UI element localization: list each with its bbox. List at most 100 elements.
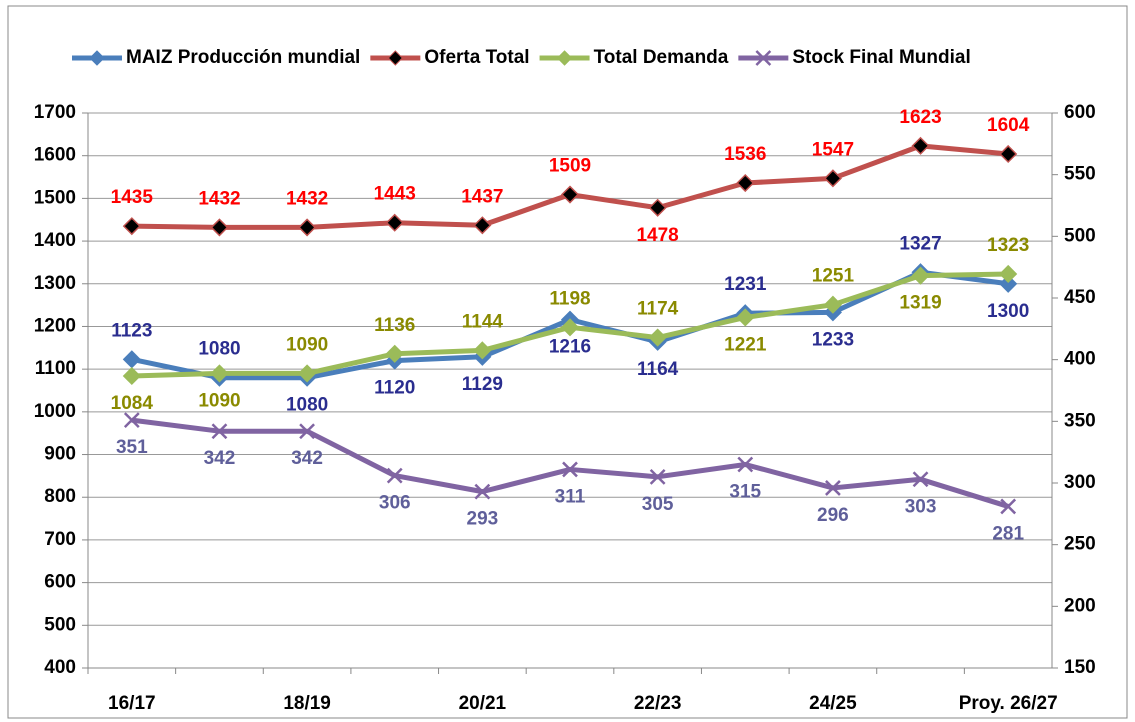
data-label: 1435 <box>111 187 154 208</box>
marker <box>825 480 841 496</box>
marker <box>211 423 228 440</box>
y-tick-label: 1700 <box>34 102 76 123</box>
marker <box>122 217 141 236</box>
marker <box>911 266 930 285</box>
marker <box>473 216 492 235</box>
marker <box>298 364 317 383</box>
legend-label: Oferta Total <box>424 47 529 68</box>
marker <box>473 341 492 360</box>
data-label: 1144 <box>462 311 504 332</box>
y-tick-label: 1500 <box>34 187 76 208</box>
x-tick-label: 16/17 <box>108 693 156 714</box>
data-label: 1090 <box>286 334 328 355</box>
y2-tick-label: 350 <box>1064 410 1096 431</box>
data-label: 315 <box>729 482 761 503</box>
y-tick-label: 1000 <box>34 401 76 422</box>
data-label: 1478 <box>636 225 678 246</box>
y-tick-label: 1100 <box>35 358 76 379</box>
y2-tick-label: 200 <box>1064 595 1096 616</box>
data-label: 305 <box>642 494 674 515</box>
marker <box>299 423 315 440</box>
marker <box>736 173 755 193</box>
data-label: 1432 <box>286 188 328 209</box>
marker <box>736 308 755 327</box>
data-label: 1164 <box>637 359 679 380</box>
marker <box>298 218 317 237</box>
data-label: 1323 <box>987 235 1029 256</box>
marker <box>648 328 667 347</box>
legend-marker <box>755 50 772 66</box>
data-label: 1090 <box>198 390 240 411</box>
data-label: 306 <box>379 493 411 514</box>
marker <box>823 169 842 188</box>
legend-marker <box>387 50 404 66</box>
y2-tick-label: 400 <box>1064 349 1096 370</box>
data-label: 1216 <box>549 337 591 358</box>
data-label: 1443 <box>374 184 416 205</box>
legend-marker <box>89 50 105 66</box>
marker <box>999 274 1018 293</box>
chart-frame <box>7 5 1128 719</box>
y-tick-label: 400 <box>44 657 76 678</box>
data-label: 1319 <box>899 293 941 314</box>
data-label: 1233 <box>812 329 854 350</box>
marker <box>1000 498 1017 515</box>
marker <box>999 144 1018 164</box>
data-label: 1251 <box>812 266 855 287</box>
y2-tick-label: 450 <box>1064 287 1096 308</box>
y-tick-label: 1600 <box>34 145 76 166</box>
marker <box>562 461 578 478</box>
marker <box>386 467 403 484</box>
data-label: 1327 <box>899 233 941 254</box>
marker <box>823 295 842 314</box>
marker <box>911 136 930 155</box>
y2-tick-label: 300 <box>1064 472 1096 493</box>
data-label: 1221 <box>724 335 767 356</box>
y-tick-label: 1400 <box>34 230 76 251</box>
y2-tick-label: 600 <box>1064 102 1096 123</box>
data-label: 1604 <box>987 115 1030 136</box>
data-label: 1080 <box>286 395 328 416</box>
x-tick-label: 18/19 <box>283 693 331 714</box>
data-label: 1174 <box>637 299 679 320</box>
marker <box>999 264 1018 284</box>
data-label: 1080 <box>198 339 240 360</box>
y-tick-label: 1200 <box>34 315 76 336</box>
legend-label: Total Demanda <box>594 47 729 68</box>
y2-tick-label: 250 <box>1064 534 1096 555</box>
y-tick-label: 800 <box>44 486 76 507</box>
data-label: 293 <box>467 509 499 530</box>
data-label: 1437 <box>461 186 503 207</box>
marker <box>474 483 491 500</box>
data-label: 1129 <box>462 374 503 395</box>
data-label: 351 <box>116 437 148 458</box>
marker <box>737 456 754 473</box>
legend-label: Stock Final Mundial <box>792 47 970 68</box>
marker <box>385 213 404 232</box>
legend-marker <box>556 50 573 66</box>
x-tick-label: 24/25 <box>809 693 857 714</box>
y-tick-label: 900 <box>44 444 76 465</box>
data-label: 311 <box>555 486 586 507</box>
data-label: 1136 <box>374 315 415 336</box>
y2-tick-label: 150 <box>1064 657 1096 678</box>
marker <box>123 412 140 428</box>
data-label: 1300 <box>987 301 1029 322</box>
data-label: 1509 <box>549 156 591 177</box>
marker <box>560 318 580 337</box>
data-label: 1432 <box>198 188 240 209</box>
marker <box>122 366 141 386</box>
marker <box>912 471 929 488</box>
y-tick-label: 1300 <box>34 273 76 294</box>
x-tick-label: Proy. 26/27 <box>959 693 1058 714</box>
marker <box>649 468 666 485</box>
data-label: 1547 <box>812 139 854 160</box>
data-label: 1623 <box>899 107 941 128</box>
y2-tick-label: 550 <box>1064 164 1096 185</box>
data-label: 296 <box>817 505 849 526</box>
marker <box>210 364 229 383</box>
data-label: 1198 <box>549 288 590 309</box>
data-label: 1120 <box>374 378 415 399</box>
marker <box>560 185 580 204</box>
